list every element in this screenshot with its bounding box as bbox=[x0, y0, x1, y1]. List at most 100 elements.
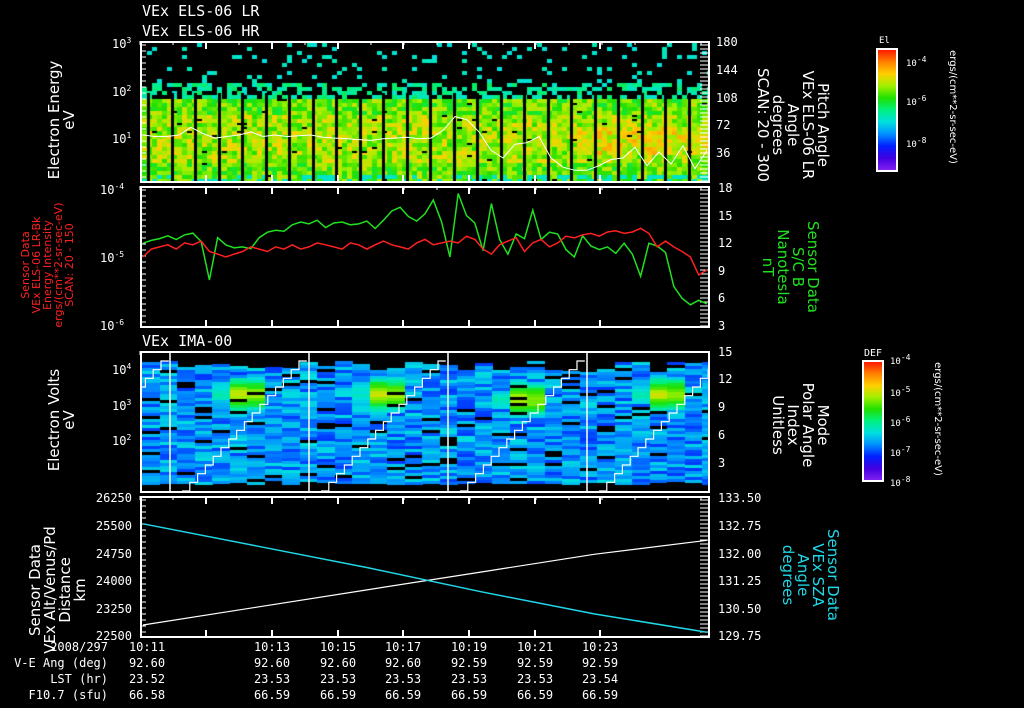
tick-label: 9 bbox=[718, 264, 726, 278]
tick-label: 12 bbox=[718, 372, 733, 386]
footer-value: 23.54 bbox=[581, 672, 619, 686]
axis-label-line: Mode bbox=[814, 404, 832, 446]
tick-label: 104 bbox=[112, 362, 132, 377]
tick-label: 10-8 bbox=[890, 475, 911, 489]
tick-label: 10-7 bbox=[890, 445, 911, 459]
axis-label-line: Angle bbox=[784, 103, 802, 147]
panel1-title-hr: VEx ELS-06 HR bbox=[142, 22, 260, 40]
footer-value: 92.60 bbox=[319, 656, 357, 670]
axis-label-line: Sensor Data bbox=[824, 529, 842, 621]
tick-label: 102 bbox=[112, 433, 132, 448]
tick-label: 3 bbox=[718, 319, 726, 333]
tick-label: 10-6 bbox=[906, 94, 927, 108]
def-colorbar bbox=[862, 360, 884, 482]
colorbar2-unit-label: ergs/(cm**2-sr-sec-eV) bbox=[932, 362, 943, 476]
footer-value: 10:11 bbox=[128, 640, 166, 654]
tick-label: 103 bbox=[112, 36, 132, 51]
tick-label: 108 bbox=[716, 91, 738, 105]
tick-label: 6 bbox=[718, 291, 726, 305]
tick-label: 130.50 bbox=[718, 602, 762, 616]
ion-energy-spectrogram bbox=[142, 353, 708, 491]
tick-label: 15 bbox=[718, 345, 733, 359]
tick-label: 15 bbox=[718, 209, 733, 223]
footer-value: 66.59 bbox=[384, 688, 422, 702]
footer-value: 23.53 bbox=[384, 672, 422, 686]
tick-label: 23250 bbox=[95, 602, 132, 616]
el-colorbar bbox=[876, 48, 898, 172]
tick-label: 25500 bbox=[95, 519, 132, 533]
tick-label: 132.75 bbox=[718, 519, 762, 533]
footer-value: 10:23 bbox=[581, 640, 619, 654]
footer-row-label: F10.7 (sfu) bbox=[28, 688, 108, 702]
colorbar2-title: DEF bbox=[864, 348, 883, 359]
tick-label: 24750 bbox=[95, 547, 132, 561]
tick-label: 131.25 bbox=[718, 574, 762, 588]
tick-label: 132.00 bbox=[718, 547, 762, 561]
tick-label: 18 bbox=[718, 181, 733, 195]
axis-label-line: degrees bbox=[769, 94, 787, 156]
axis-label-line: Sensor Data bbox=[804, 221, 822, 313]
footer-value: 66.59 bbox=[319, 688, 357, 702]
axis-label-line: VEx SZA bbox=[809, 543, 827, 607]
footer-value: 10:13 bbox=[253, 640, 291, 654]
tick-label: 101 bbox=[112, 131, 132, 146]
footer-value: 10:15 bbox=[319, 640, 357, 654]
panel2-frame bbox=[140, 186, 710, 328]
footer-value: 10:21 bbox=[516, 640, 554, 654]
axis-label-line: Angle bbox=[794, 553, 812, 597]
intensity-bfield-line-plot bbox=[142, 193, 708, 306]
axis-label-line: Unitless bbox=[769, 395, 787, 455]
footer-value: 92.60 bbox=[384, 656, 422, 670]
axis-label-line: Index bbox=[784, 404, 802, 446]
panel4-frame bbox=[140, 496, 710, 638]
panel2-y-axis-label: Sensor Data VEx ELS-06 LR-Bk Energy Intens… bbox=[19, 190, 90, 340]
axis-label-line: S/C B bbox=[789, 246, 807, 288]
tick-label: 12 bbox=[718, 236, 733, 250]
axis-label-line: SCAN: 20 - 300 bbox=[754, 68, 772, 182]
tick-label: 36 bbox=[716, 146, 731, 160]
footer-value: 66.58 bbox=[128, 688, 166, 702]
footer-value: 23.53 bbox=[253, 672, 291, 686]
footer-value: 92.60 bbox=[128, 656, 166, 670]
axis-label-line: Nanotesla bbox=[774, 229, 792, 305]
panel3-title: VEx IMA-00 bbox=[142, 332, 233, 350]
tick-label: 144 bbox=[716, 63, 738, 77]
footer-value: 66.59 bbox=[450, 688, 488, 702]
tick-label: 10-5 bbox=[890, 385, 911, 399]
tick-label: 103 bbox=[112, 398, 132, 413]
axis-label-line: VEx ELS-06 LR bbox=[799, 70, 817, 180]
tick-label: 10-4 bbox=[100, 182, 125, 197]
axis-label-line: degrees bbox=[779, 544, 797, 606]
electron-energy-spectrogram bbox=[142, 43, 708, 181]
footer-value: 23.53 bbox=[319, 672, 357, 686]
footer-value: 10:19 bbox=[450, 640, 488, 654]
footer-value: 66.59 bbox=[253, 688, 291, 702]
footer-row-label: 2008/297 bbox=[50, 640, 108, 654]
panel3-frame bbox=[140, 351, 710, 493]
tick-label: 102 bbox=[112, 84, 132, 99]
tick-label: 22500 bbox=[95, 629, 132, 643]
footer-row-label: LST (hr) bbox=[50, 672, 108, 686]
footer-value: 66.59 bbox=[581, 688, 619, 702]
panel4-right-axis-label: Sensor Data VEx SZA Angle degrees bbox=[779, 505, 842, 645]
tick-label: 26250 bbox=[95, 491, 132, 505]
tick-label: 72 bbox=[716, 118, 731, 132]
colorbar1-title: El bbox=[879, 36, 890, 46]
tick-label: 24000 bbox=[95, 574, 132, 588]
axis-label-line: eV bbox=[60, 410, 78, 430]
panel3-y-axis-label: Electron Volts eV bbox=[45, 335, 87, 505]
panel1-title-lr: VEx ELS-06 LR bbox=[142, 2, 260, 20]
footer-value: 23.53 bbox=[516, 672, 554, 686]
distance-sza-line-plot bbox=[142, 523, 708, 634]
colorbar1-unit-label: ergs/(cm**2-sr-sec-eV) bbox=[947, 50, 958, 164]
axis-label-line: SCAN: 20 - 150 bbox=[63, 223, 76, 307]
polar-angle-index-overlay bbox=[142, 353, 708, 491]
tick-label: 10-4 bbox=[906, 55, 927, 69]
tick-label: 10-6 bbox=[100, 318, 125, 333]
tick-label: 10-8 bbox=[906, 136, 927, 150]
panel1-y-axis-label: Electron Energy eV bbox=[45, 35, 87, 205]
tick-label: 9 bbox=[718, 400, 726, 414]
footer-value: 23.52 bbox=[128, 672, 166, 686]
tick-label: 133.50 bbox=[718, 491, 762, 505]
footer-value: 92.59 bbox=[581, 656, 619, 670]
